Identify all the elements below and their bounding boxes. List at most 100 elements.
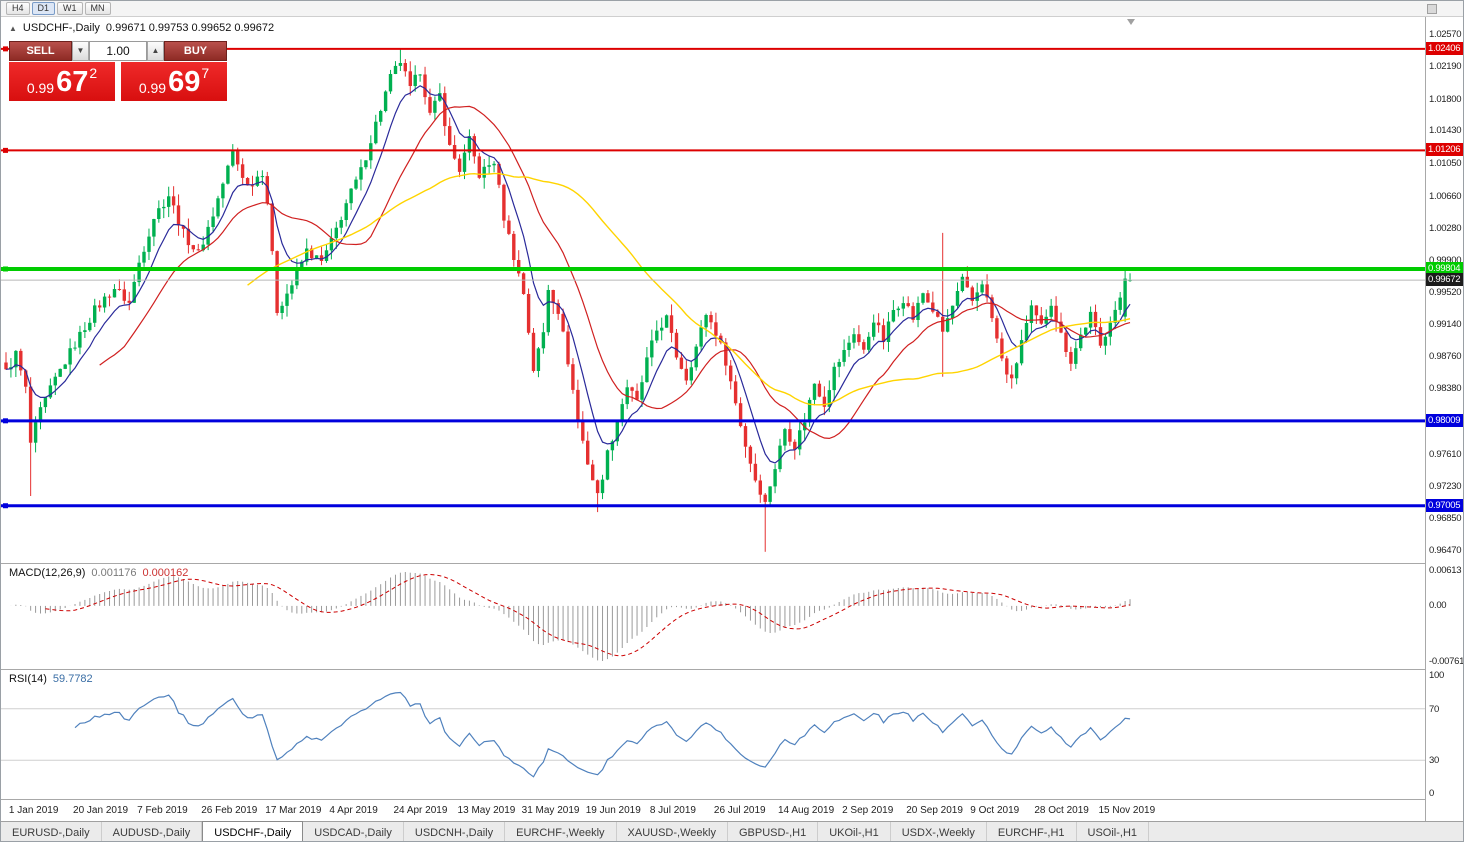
rsi-axis-label: 0 <box>1429 788 1434 799</box>
macd-value-signal: 0.000162 <box>142 567 189 579</box>
date-axis-label: 17 Mar 2019 <box>265 805 322 816</box>
date-axis-label: 14 Aug 2019 <box>778 805 835 816</box>
chart-shift-marker[interactable] <box>1127 19 1135 25</box>
date-axis-label: 24 Apr 2019 <box>393 805 448 816</box>
rsi-panel[interactable]: RSI(14) 59.7782 <box>1 670 1425 799</box>
tab-eurusd-daily[interactable]: EURUSD-,Daily <box>1 822 102 841</box>
line-price-badge: 1.02406 <box>1426 41 1463 55</box>
toolbar-overflow-button[interactable] <box>1427 4 1437 14</box>
line-anchor-handle[interactable] <box>3 266 8 272</box>
macd-title: MACD(12,26,9) 0.001176 0.000162 <box>9 567 188 579</box>
date-axis[interactable]: 1 Jan 2019 20 Jan 2019 7 Feb 2019 26 Feb 20… <box>1 800 1425 821</box>
timeframe-button-mn[interactable]: MN <box>84 2 111 15</box>
macd-name: MACD(12,26,9) <box>9 567 86 579</box>
tab-usdchf-daily[interactable]: USDCHF-,Daily <box>202 821 304 841</box>
line-price-badge: 0.97005 <box>1426 498 1463 512</box>
tab-usdcad-daily[interactable]: USDCAD-,Daily <box>303 822 404 841</box>
tab-gbpusd-h1[interactable]: GBPUSD-,H1 <box>728 822 819 841</box>
date-axis-label: 8 Jul 2019 <box>649 805 696 816</box>
line-anchor-handle[interactable] <box>3 147 8 153</box>
main-chart-canvas[interactable] <box>1 17 1425 563</box>
sell-price-box[interactable]: 0.99 67 2 <box>9 62 115 101</box>
date-axis-label: 15 Nov 2019 <box>1098 805 1156 816</box>
tab-xauusd-weekly[interactable]: XAUUSD-,Weekly <box>617 822 728 841</box>
sell-button[interactable]: SELL <box>9 41 72 61</box>
line-anchor-handle[interactable] <box>3 503 8 509</box>
price-axis-label: 1.01050 <box>1429 157 1462 169</box>
price-axis-label: 1.00660 <box>1429 190 1462 202</box>
buy-price-box[interactable]: 0.99 69 7 <box>121 62 227 101</box>
chart-title: USDCHF-,Daily <box>22 22 100 34</box>
rsi-name: RSI(14) <box>9 673 47 685</box>
tab-ukoil-h1[interactable]: UKOil-,H1 <box>818 822 891 841</box>
timeframe-button-h4[interactable]: H4 <box>6 2 30 15</box>
price-axis-label: 0.98760 <box>1429 351 1462 363</box>
timeframe-toolbar: H4 D1 W1 MN <box>1 1 1463 17</box>
price-chart-panel[interactable] <box>1 17 1425 563</box>
macd-axis-label: 0.00 <box>1429 599 1447 611</box>
price-axis-label: 1.02570 <box>1429 29 1462 40</box>
price-axis-label: 0.99140 <box>1429 319 1462 331</box>
rsi-value: 59.7782 <box>52 673 93 685</box>
rsi-axis-label: 30 <box>1429 755 1439 767</box>
volume-decrease-button[interactable]: ▼ <box>72 41 89 61</box>
timeframe-button-d1[interactable]: D1 <box>31 2 56 15</box>
rsi-axis-label: 70 <box>1429 703 1439 715</box>
macd-rsi-divider[interactable] <box>1 669 1463 670</box>
tab-usoil-h1[interactable]: USOil-,H1 <box>1077 822 1150 841</box>
date-axis-label: 13 May 2019 <box>457 805 516 816</box>
tab-usdx-weekly[interactable]: USDX-,Weekly <box>891 822 987 841</box>
date-axis-label: 26 Feb 2019 <box>201 805 258 816</box>
chart-macd-divider[interactable] <box>1 563 1463 564</box>
date-axis-label: 20 Sep 2019 <box>906 805 963 816</box>
tab-usdcnh-daily[interactable]: USDCNH-,Daily <box>404 822 506 841</box>
rsi-axis-label: 100 <box>1429 670 1444 681</box>
collapse-panel-icon[interactable]: ▲ <box>9 23 17 33</box>
chart-tab-bar: EURUSD-,Daily AUDUSD-,Daily USDCHF-,Daily U… <box>1 821 1463 841</box>
chart-header: ▲ USDCHF-,Daily 0.99671 0.99753 0.99652 … <box>9 22 274 34</box>
volume-input[interactable] <box>89 41 147 61</box>
price-axis-column[interactable]: 1.02570 1.02190 1.01800 1.01430 1.01050 1.006… <box>1425 17 1463 821</box>
price-axis-label: 1.01430 <box>1429 125 1462 137</box>
date-axis-label: 19 Jun 2019 <box>585 805 641 816</box>
tab-audusd-daily[interactable]: AUDUSD-,Daily <box>102 822 203 841</box>
macd-panel[interactable]: MACD(12,26,9) 0.001176 0.000162 <box>1 564 1425 669</box>
rsi-dateaxis-divider <box>1 799 1463 800</box>
price-axis-label: 0.99900 <box>1429 254 1462 266</box>
volume-increase-button[interactable]: ▲ <box>147 41 164 61</box>
price-axis-label: 0.96850 <box>1429 512 1462 524</box>
timeframe-bar: H4 D1 W1 MN <box>6 2 111 15</box>
price-axis-label: 0.99520 <box>1429 287 1462 298</box>
buy-price-big: 69 <box>168 65 201 98</box>
line-price-badge: 0.99804 <box>1426 261 1463 275</box>
date-axis-label: 1 Jan 2019 <box>8 805 59 816</box>
rsi-title: RSI(14) 59.7782 <box>9 673 93 685</box>
one-click-trade-panel: SELL ▼ ▲ BUY 0.99 67 2 0.99 69 7 <box>9 41 227 101</box>
sell-price-prefix: 0.99 <box>26 80 55 96</box>
price-axis-label: 1.00280 <box>1429 222 1462 234</box>
macd-axis-label: 0.00613 <box>1429 565 1462 576</box>
buy-button[interactable]: BUY <box>164 41 227 61</box>
date-axis-label: 2 Sep 2019 <box>842 805 894 816</box>
rsi-canvas[interactable] <box>1 670 1425 799</box>
tab-eurchf-h1[interactable]: EURCHF-,H1 <box>987 822 1077 841</box>
sell-price-sup: 2 <box>89 65 98 81</box>
current-price-badge: 0.99672 <box>1426 273 1463 287</box>
date-axis-label: 4 Apr 2019 <box>329 805 378 816</box>
date-axis-label: 20 Jan 2019 <box>73 805 129 816</box>
line-price-badge: 0.98009 <box>1426 413 1463 427</box>
macd-value-main: 0.001176 <box>91 567 137 579</box>
line-price-badge: 1.01206 <box>1426 143 1463 157</box>
line-anchor-handle[interactable] <box>3 46 8 52</box>
line-anchor-handle[interactable] <box>3 418 8 424</box>
date-axis-label: 28 Oct 2019 <box>1034 805 1089 816</box>
timeframe-button-w1[interactable]: W1 <box>57 2 83 15</box>
price-axis-label: 1.01800 <box>1429 94 1462 106</box>
chart-ohlc-values: 0.99671 0.99753 0.99652 0.99672 <box>105 22 275 34</box>
macd-canvas[interactable] <box>1 564 1425 669</box>
date-axis-label: 7 Feb 2019 <box>137 805 188 816</box>
price-axis-label: 0.96470 <box>1429 545 1462 556</box>
tab-eurchf-weekly[interactable]: EURCHF-,Weekly <box>505 822 617 841</box>
price-axis-label: 0.98380 <box>1429 383 1462 395</box>
